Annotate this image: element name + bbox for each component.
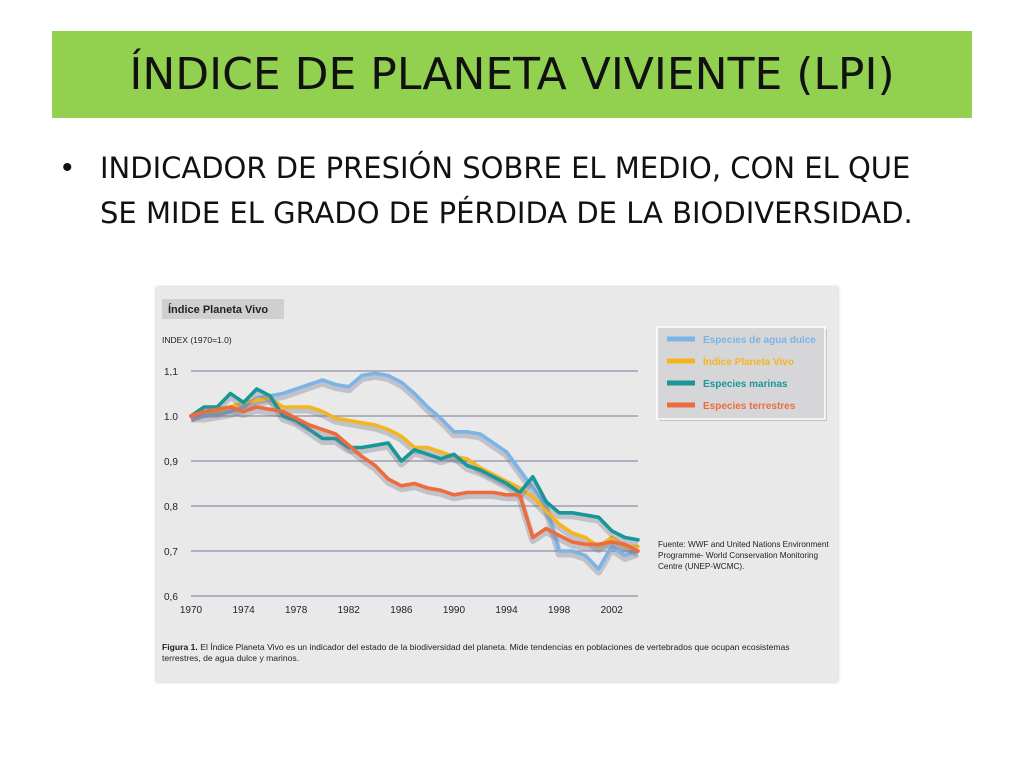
bullet-dot-icon: •	[62, 151, 73, 184]
source-note: Centre (UNEP-WCMC).	[658, 562, 744, 571]
y-tick-label: 0,6	[164, 592, 178, 603]
x-tick-label: 1978	[285, 605, 308, 616]
x-tick-label: 1986	[390, 605, 413, 616]
lpi-figure: Índice Planeta Vivo INDEX (1970=1.0) 1,1 1.…	[156, 287, 838, 682]
slide-title: ÍNDICE DE PLANETA VIVIENTE (LPI)	[129, 49, 895, 100]
series-shadow	[189, 388, 639, 547]
y-tick-label: 1,1	[164, 367, 178, 378]
x-tick-label: 1982	[338, 605, 361, 616]
x-tick-label: 2002	[601, 605, 624, 616]
chart-title: Índice Planeta Vivo	[168, 303, 268, 316]
bullet-item: • INDICADOR DE PRESIÓN SOBRE EL MEDIO, C…	[62, 146, 942, 236]
x-tick-label: 1994	[495, 605, 518, 616]
series-line	[189, 371, 640, 571]
series-line	[189, 396, 640, 549]
y-tick-label: 0,8	[164, 502, 178, 513]
x-tick-label: 1970	[180, 605, 203, 616]
y-tick-label: 0,7	[164, 547, 178, 558]
series-line	[189, 387, 640, 542]
y-axis-label: INDEX (1970=1.0)	[162, 335, 232, 345]
legend-label: Especies de agua dulce	[703, 335, 816, 346]
y-tick-label: 1.0	[164, 412, 178, 423]
series-shadow	[189, 397, 638, 553]
bullet-text: INDICADOR DE PRESIÓN SOBRE EL MEDIO, CON…	[100, 151, 913, 230]
x-tick-label: 1998	[548, 605, 571, 616]
source-note: Programme- World Conservation Monitoring	[658, 551, 818, 560]
legend-label: Especies terrestres	[703, 401, 796, 412]
caption-text: El Índice Planeta Vivo es un indicador d…	[162, 642, 790, 663]
x-tick-label: 1974	[232, 605, 255, 616]
legend-label: Índice Planeta Vivo	[703, 355, 794, 368]
title-banner: ÍNDICE DE PLANETA VIVIENTE (LPI)	[52, 31, 972, 118]
chart-title-box	[162, 299, 284, 319]
y-tick-label: 0,9	[164, 457, 178, 468]
series-shadow	[189, 406, 640, 558]
x-tick-label: 1990	[443, 605, 466, 616]
figure-caption: Figura 1. El Índice Planeta Vivo es un i…	[162, 642, 830, 664]
legend-label: Especies marinas	[703, 379, 788, 390]
series-line	[189, 405, 640, 553]
lpi-chart: Índice Planeta Vivo INDEX (1970=1.0) 1,1 1.…	[162, 299, 829, 616]
caption-label: Figura 1.	[162, 642, 198, 652]
source-note: Fuente: WWF and United Nations Environme…	[658, 540, 829, 549]
